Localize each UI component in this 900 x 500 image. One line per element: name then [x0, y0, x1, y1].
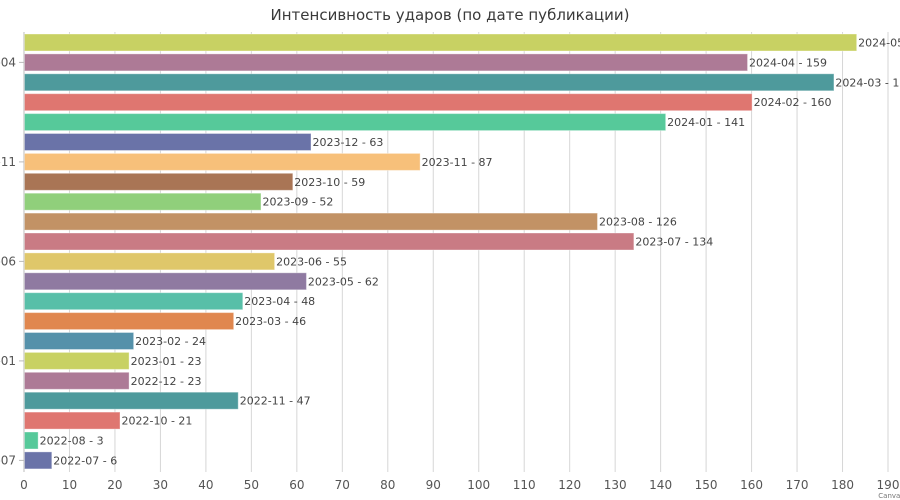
- bar-2024-03: [24, 73, 835, 92]
- bar-2024-02: [24, 93, 753, 112]
- y-tick-label: 2023-11: [0, 155, 16, 169]
- bar-2023-03: [24, 312, 235, 331]
- x-tick-label: 100: [467, 478, 490, 492]
- data-label-2022-08: 2022-08 - 3: [40, 435, 104, 448]
- x-tick-label: 90: [426, 478, 441, 492]
- y-tick-label: 2022-07: [0, 453, 16, 467]
- x-tick-label: 40: [198, 478, 213, 492]
- bar-2023-12: [24, 133, 312, 151]
- data-label-2023-12: 2023-12 - 63: [312, 136, 383, 149]
- bar-2024-04: [24, 53, 749, 72]
- data-label-2024-04: 2024-04 - 159: [749, 56, 827, 69]
- bar-2023-07: [24, 232, 635, 251]
- data-label-2023-02: 2023-02 - 24: [135, 335, 206, 348]
- x-tick-label: 60: [289, 478, 304, 492]
- data-label-2024-03: 2024-03 - 17: [835, 76, 900, 89]
- data-label-2024-01: 2024-01 - 141: [667, 116, 745, 129]
- x-tick-label: 170: [786, 478, 809, 492]
- x-tick-label: 110: [513, 478, 536, 492]
- bar-2023-10: [24, 172, 294, 191]
- data-label-2022-12: 2022-12 - 23: [131, 375, 202, 388]
- data-label-2024-05: 2024-05: [858, 37, 900, 50]
- x-tick-label: 130: [604, 478, 627, 492]
- x-tick-label: 20: [107, 478, 122, 492]
- bar-2023-05: [24, 272, 307, 291]
- data-label-2023-08: 2023-08 - 126: [599, 216, 677, 229]
- bar-2022-10: [24, 411, 121, 430]
- data-label-2024-02: 2024-02 - 160: [754, 96, 832, 109]
- y-tick-label: 2024-04: [0, 55, 16, 69]
- data-label-2022-10: 2022-10 - 21: [121, 415, 192, 428]
- bar-2024-01: [24, 113, 667, 132]
- data-label-2023-10: 2023-10 - 59: [294, 176, 365, 189]
- data-label-2023-07: 2023-07 - 134: [635, 236, 713, 249]
- chart-title: Интенсивность ударов (по дате публикации…: [270, 6, 630, 24]
- bar-2023-09: [24, 192, 262, 211]
- credit-watermark: Canvas: [878, 492, 900, 500]
- data-label-2023-03: 2023-03 - 46: [235, 315, 306, 328]
- x-tick-label: 10: [62, 478, 77, 492]
- x-tick-label: 70: [335, 478, 350, 492]
- data-label-2023-09: 2023-09 - 52: [262, 196, 333, 209]
- x-tick-label: 150: [695, 478, 718, 492]
- x-tick-label: 190: [877, 478, 900, 492]
- x-tick-label: 180: [831, 478, 854, 492]
- bar-2024-05: [24, 33, 858, 52]
- bar-2023-02: [24, 332, 135, 350]
- data-label-2023-01: 2023-01 - 23: [131, 355, 202, 368]
- data-label-2023-04: 2023-04 - 48: [244, 295, 315, 308]
- data-label-2022-11: 2022-11 - 47: [240, 395, 311, 408]
- data-label-2023-06: 2023-06 - 55: [276, 255, 347, 268]
- bar-2023-08: [24, 212, 598, 231]
- bar-2022-07: [24, 451, 53, 470]
- bar-2022-08: [24, 431, 39, 450]
- x-tick-label: 120: [558, 478, 581, 492]
- bar-2023-11: [24, 152, 421, 171]
- bar-2022-11: [24, 391, 239, 410]
- bar-2023-04: [24, 292, 244, 311]
- y-tick-label: 2023-01: [0, 354, 16, 368]
- data-label-2023-05: 2023-05 - 62: [308, 275, 379, 288]
- data-label-2023-11: 2023-11 - 87: [422, 156, 493, 169]
- x-tick-label: 80: [380, 478, 395, 492]
- bar-2023-01: [24, 351, 130, 370]
- x-tick-label: 160: [740, 478, 763, 492]
- x-tick-label: 140: [649, 478, 672, 492]
- data-label-2022-07: 2022-07 - 6: [53, 454, 117, 467]
- bar-2023-06: [24, 252, 276, 271]
- x-tick-label: 30: [153, 478, 168, 492]
- x-tick-label: 50: [244, 478, 259, 492]
- x-tick-label: 0: [20, 478, 28, 492]
- y-tick-label: 2023-06: [0, 254, 16, 268]
- bar-2022-12: [24, 371, 130, 390]
